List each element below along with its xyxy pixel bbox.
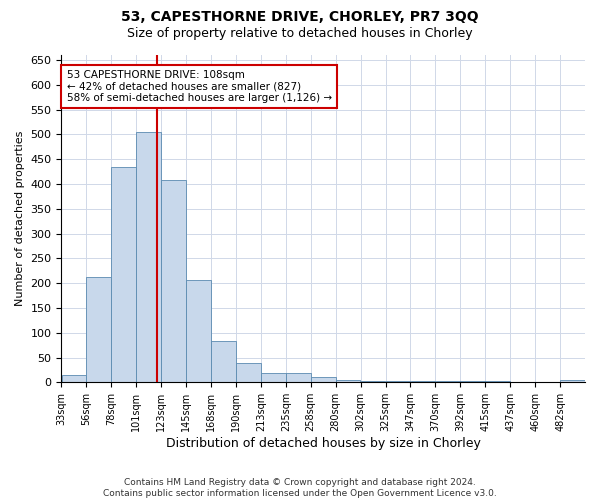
Bar bbox=[410, 381, 435, 382]
Bar bbox=[386, 381, 410, 382]
Bar bbox=[112, 166, 136, 382]
Bar bbox=[62, 375, 86, 382]
Bar bbox=[161, 180, 186, 382]
Bar bbox=[136, 132, 161, 382]
Bar bbox=[211, 341, 236, 382]
Bar bbox=[460, 381, 485, 382]
X-axis label: Distribution of detached houses by size in Chorley: Distribution of detached houses by size … bbox=[166, 437, 481, 450]
Text: Contains HM Land Registry data © Crown copyright and database right 2024.
Contai: Contains HM Land Registry data © Crown c… bbox=[103, 478, 497, 498]
Bar bbox=[436, 381, 460, 382]
Bar bbox=[261, 374, 286, 382]
Bar bbox=[485, 381, 510, 382]
Text: 53, CAPESTHORNE DRIVE, CHORLEY, PR7 3QQ: 53, CAPESTHORNE DRIVE, CHORLEY, PR7 3QQ bbox=[121, 10, 479, 24]
Bar bbox=[560, 380, 585, 382]
Bar bbox=[186, 280, 211, 382]
Bar bbox=[361, 381, 385, 382]
Y-axis label: Number of detached properties: Number of detached properties bbox=[15, 131, 25, 306]
Text: Size of property relative to detached houses in Chorley: Size of property relative to detached ho… bbox=[127, 28, 473, 40]
Bar bbox=[311, 378, 335, 382]
Bar bbox=[236, 364, 261, 382]
Bar bbox=[86, 277, 111, 382]
Bar bbox=[286, 374, 311, 382]
Bar bbox=[336, 380, 361, 382]
Text: 53 CAPESTHORNE DRIVE: 108sqm
← 42% of detached houses are smaller (827)
58% of s: 53 CAPESTHORNE DRIVE: 108sqm ← 42% of de… bbox=[67, 70, 332, 103]
